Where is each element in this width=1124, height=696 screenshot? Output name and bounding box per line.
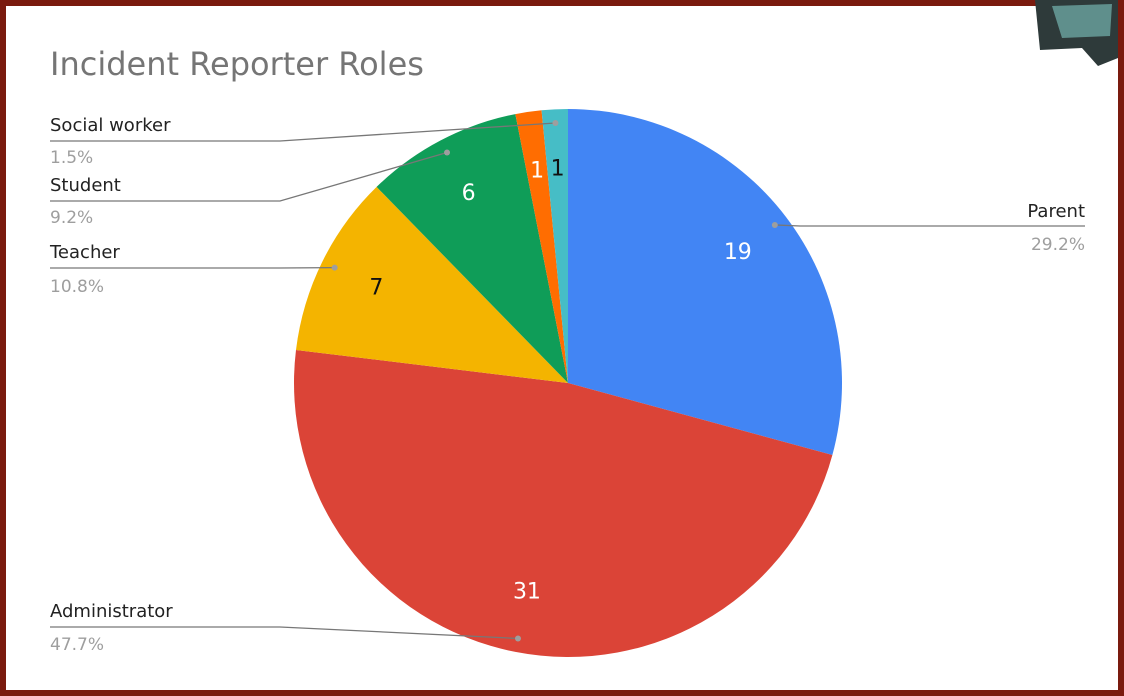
percent-label: 29.2% <box>1031 235 1085 255</box>
percent-label: 9.2% <box>50 208 93 228</box>
percent-label: 10.8% <box>50 277 104 297</box>
leader-line <box>50 151 448 202</box>
legend-label: Student <box>50 175 121 196</box>
leader-line <box>50 626 519 640</box>
leader-dot <box>552 120 559 127</box>
legend-label: Teacher <box>49 242 120 263</box>
legend-label: Administrator <box>50 601 173 622</box>
leader-dot <box>771 221 778 228</box>
value-label: 31 <box>513 580 541 605</box>
leader-line <box>774 224 1085 227</box>
leader-dot <box>331 264 338 271</box>
pie-slice <box>295 186 568 383</box>
chart-title: Incident Reporter Roles <box>50 45 424 83</box>
pie-slice <box>541 109 568 383</box>
leader-line <box>50 122 556 142</box>
value-label: 6 <box>462 181 476 206</box>
pie-slice <box>376 114 568 383</box>
corner-decoration <box>1035 0 1118 66</box>
value-label: 7 <box>369 275 383 300</box>
pie-slice <box>515 110 568 384</box>
percent-label: 47.7% <box>50 635 104 655</box>
legend-label: Parent <box>1027 201 1085 222</box>
pie-slice <box>294 349 833 657</box>
value-label: 1 <box>530 159 544 184</box>
leader-dot <box>444 149 451 156</box>
leader-dot <box>514 635 521 642</box>
legend-label: Social worker <box>50 115 171 136</box>
value-label: 1 <box>551 157 565 182</box>
pie-slice <box>568 109 842 455</box>
percent-label: 1.5% <box>50 148 93 168</box>
value-label: 19 <box>724 240 752 265</box>
